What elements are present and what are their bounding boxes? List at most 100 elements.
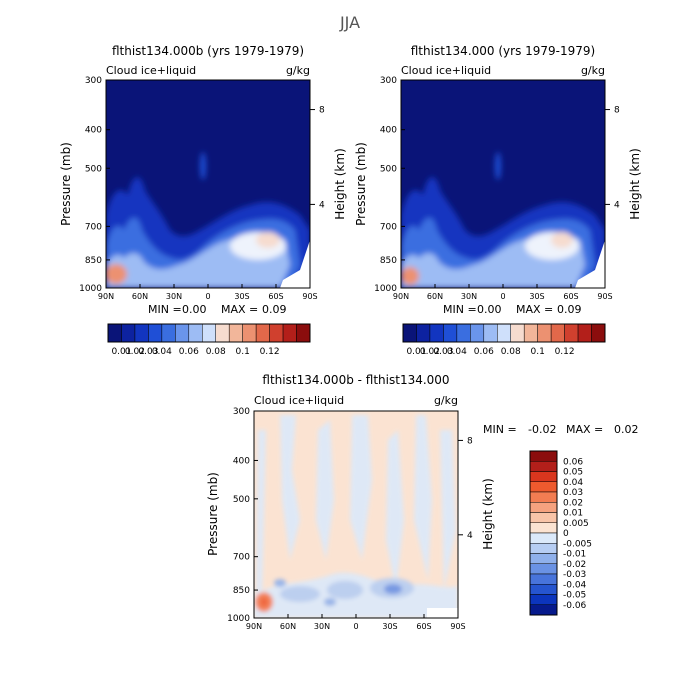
colorbar-swatch [296, 323, 311, 343]
colorbar-label: 0.02 [420, 347, 440, 357]
y-tick-label: 700 [380, 222, 397, 232]
x-tick-label: 90S [302, 292, 317, 301]
y-tick-label: 300 [380, 76, 397, 86]
colorbar-swatch [456, 323, 471, 343]
colorbar-label: 0.03 [563, 488, 583, 498]
panel-1-ylabel: Pressure (mb) [59, 142, 73, 226]
colorbar-label: 0.05 [563, 468, 583, 478]
colorbar-swatch [202, 323, 216, 343]
panel-2: flthist134.000 (yrs 1979-1979) Cloud ice… [354, 44, 642, 357]
colorbar-swatch [529, 553, 558, 564]
neg-core [384, 584, 402, 594]
x-tick-label: 90N [246, 622, 262, 631]
colorbar-label: -0.05 [563, 591, 586, 601]
colorbar-swatch [242, 323, 257, 343]
x-tick-label: 60N [427, 292, 443, 301]
panel-1-units: g/kg [286, 64, 310, 77]
colorbar-swatch [529, 604, 558, 616]
colorbar-swatch [529, 522, 558, 534]
panel-3-title: flthist134.000b - flthist134.000 [262, 373, 449, 387]
neg-streak [256, 430, 266, 600]
colorbar-swatch [529, 502, 558, 513]
x-tick-label: 30N [461, 292, 477, 301]
colorbar-swatch [529, 532, 558, 544]
colorbar-swatch [416, 323, 431, 343]
season-title: JJA [339, 13, 360, 32]
colorbar-label: -0.02 [563, 560, 586, 570]
y-tick-label: 400 [85, 126, 102, 136]
colorbar-label: 0.02 [125, 347, 145, 357]
colorbar-swatch [523, 323, 538, 343]
colorbar-swatch [175, 323, 190, 343]
colorbar-swatch [564, 323, 579, 343]
y-tick-label: 700 [85, 222, 102, 232]
colorbar-label: -0.04 [563, 580, 587, 590]
y-tick-label: 850 [85, 256, 102, 266]
colorbar-swatch [107, 323, 122, 343]
colorbar-label: 0.06 [179, 347, 199, 357]
colorbar-swatch [537, 323, 552, 343]
panel-3-yticks: 300 400 500 700 850 1000 8 4 [227, 407, 473, 624]
colorbar-swatch [148, 323, 163, 343]
x-tick-label: 30S [529, 292, 544, 301]
topography-mask [575, 240, 605, 288]
cloud-core-pink [551, 232, 573, 248]
colorbar-label: 0.12 [260, 347, 280, 357]
panel-2-ylabel: Pressure (mb) [354, 142, 368, 226]
colorbar-label: -0.03 [563, 570, 586, 580]
colorbar-swatch [269, 323, 284, 343]
colorbar-label: 0.08 [206, 347, 226, 357]
colorbar-swatch [529, 481, 558, 493]
colorbar-swatch [529, 471, 558, 482]
height-tick-label: 4 [319, 200, 325, 210]
colorbar-label: 0.04 [447, 347, 467, 357]
panel-1-min-label: MIN = [148, 303, 182, 316]
panel-2-ylabel-right: Height (km) [628, 148, 642, 219]
y-tick-label: 850 [233, 586, 250, 596]
neg-blob [280, 586, 320, 602]
x-tick-label: 90N [98, 292, 114, 301]
colorbar-swatch [529, 573, 558, 585]
colorbar-frame [107, 323, 311, 343]
panel-3-min-label: MIN = [483, 423, 517, 436]
panel-3-ylabel-right: Height (km) [481, 478, 495, 549]
x-tick-label: 30S [382, 622, 397, 631]
upper-anomaly [200, 152, 206, 180]
colorbar-swatch [529, 512, 558, 523]
panel-3-max-value: 0.02 [614, 423, 639, 436]
colorbar-swatch [429, 323, 444, 343]
colorbar-swatch [443, 323, 458, 343]
colorbar-swatch [577, 323, 592, 343]
y-tick-label: 1000 [227, 614, 250, 624]
panel-1: flthist134.000b (yrs 1979-1979) Cloud ic… [59, 44, 347, 357]
colorbar-swatch [228, 323, 243, 343]
height-tick-label: 8 [319, 106, 325, 116]
x-tick-label: 60N [280, 622, 296, 631]
colorbar-swatch [529, 594, 558, 605]
x-tick-label: 60S [416, 622, 431, 631]
x-tick-label: 60S [563, 292, 578, 301]
colorbar-swatch [497, 323, 511, 343]
panel-2-title: flthist134.000 (yrs 1979-1979) [411, 44, 595, 58]
colorbar-label: 0.1 [236, 347, 250, 357]
x-tick-label: 60N [132, 292, 148, 301]
neg-streak [440, 430, 456, 590]
colorbar-swatch [470, 323, 485, 343]
x-tick-label: 30N [314, 622, 330, 631]
x-tick-label: 90S [450, 622, 465, 631]
panel-2-yticks: 300 400 500 700 850 1000 8 4 [374, 76, 620, 294]
colorbar-swatch [529, 491, 558, 503]
neg-streak [414, 415, 432, 580]
neg-streak [386, 430, 404, 590]
panel-3-ylabel: Pressure (mb) [206, 472, 220, 556]
panel-2-min-value: 0.00 [477, 303, 502, 316]
panel-3-min-value: -0.02 [528, 423, 556, 436]
colorbar-swatch [591, 323, 606, 343]
surface-max-red [106, 264, 127, 284]
colorbar-label: 0.12 [555, 347, 575, 357]
panel-3-colorbar: 0.060.050.040.030.020.010.0050-0.005-0.0… [529, 450, 592, 616]
panel-2-max-value: 0.09 [557, 303, 582, 316]
colorbar-swatch [529, 584, 558, 595]
colorbar-swatch [529, 450, 558, 462]
